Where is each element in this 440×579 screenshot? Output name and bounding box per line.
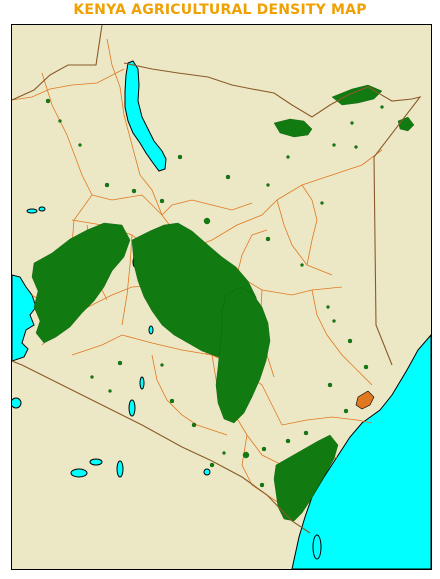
agri-cluster-central [215,286,271,424]
map-canvas [12,25,431,569]
lake-victoria [12,274,37,362]
agricultural-areas [31,84,415,522]
map-title: KENYA AGRICULTURAL DENSITY MAP [73,2,367,18]
national-border [12,25,422,534]
county-boundaries [12,38,383,514]
agri-cluster-coast [273,434,339,522]
lake-turkana [124,60,167,172]
map-frame [11,24,432,570]
coastal-settlement [355,390,375,410]
agri-cluster-northeast [273,118,313,138]
small-lakes [12,206,322,560]
agri-cluster-west [31,222,131,344]
